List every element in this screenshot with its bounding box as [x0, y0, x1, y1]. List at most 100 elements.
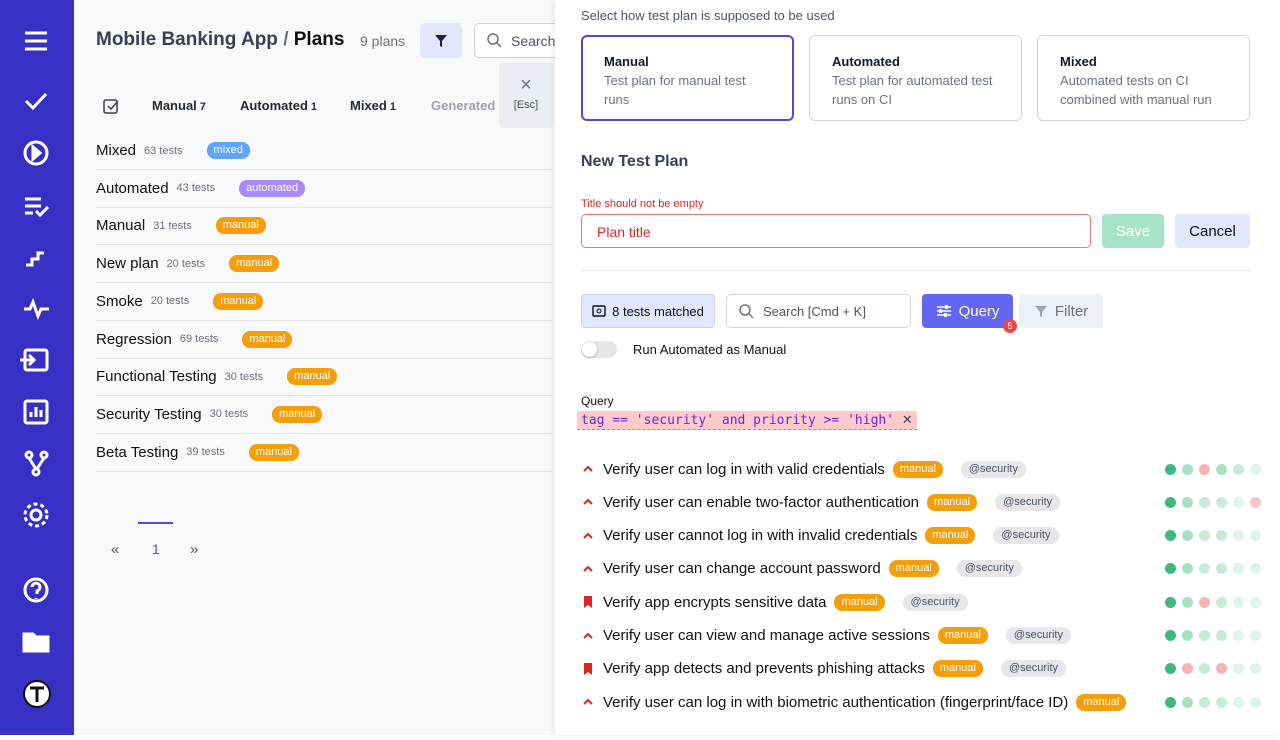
history-dot — [1216, 596, 1227, 608]
test-row[interactable]: Verify app detects and prevents phishing… — [581, 654, 1261, 684]
next-page[interactable]: » — [190, 541, 199, 558]
query-expression[interactable]: tag == 'security' and priority >= 'high'… — [577, 411, 917, 430]
filter-button[interactable]: Filter — [1019, 294, 1103, 328]
test-row[interactable]: Verify user can enable two-factor authen… — [581, 487, 1261, 517]
history-dot — [1199, 696, 1210, 708]
current-page[interactable]: 1 — [152, 541, 160, 557]
test-search[interactable]: Search [Cmd + K] — [726, 294, 911, 328]
test-count: 30 tests — [224, 370, 264, 383]
history-dot — [1216, 663, 1227, 675]
usage-card[interactable]: Manual Test plan for manual test runs — [581, 35, 794, 121]
history-dot — [1216, 463, 1227, 475]
plan-tag: mixed — [206, 142, 250, 159]
tab-count: 7 — [199, 101, 206, 113]
filter-button[interactable] — [420, 23, 462, 58]
history-dot — [1165, 696, 1176, 708]
plan-tag: automated — [239, 179, 306, 197]
test-count: 63 tests — [144, 144, 183, 157]
label-tag: @security — [1000, 660, 1067, 678]
plan-row[interactable]: Beta Testing 39 tests manual — [96, 434, 552, 472]
tab[interactable]: Mixed 1 — [350, 98, 396, 113]
close-button[interactable]: × [Esc] — [499, 62, 553, 128]
history-dot — [1199, 663, 1210, 675]
search-box[interactable]: Search — [474, 23, 555, 58]
history-dot — [1250, 530, 1261, 542]
history-dot — [1250, 596, 1261, 608]
test-row[interactable]: Verify user cannot log in with invalid c… — [581, 521, 1261, 551]
history-dot — [1250, 663, 1261, 675]
save-button[interactable]: Save — [1102, 214, 1164, 248]
test-count: 31 tests — [153, 219, 192, 232]
project-link[interactable]: Mobile Banking App — [96, 29, 278, 50]
history-dot — [1250, 630, 1261, 641]
usage-card[interactable]: Mixed Automated tests on CI combined with… — [1037, 35, 1250, 121]
filter-icon — [1034, 306, 1047, 317]
plan-row[interactable]: New plan 20 tests manual — [96, 245, 552, 284]
prev-page[interactable]: « — [111, 541, 120, 558]
test-title: Verify app detects and prevents phishing… — [603, 660, 925, 678]
plan-row[interactable]: Manual 31 tests manual — [96, 207, 552, 246]
type-tag: manual — [927, 493, 978, 511]
test-title: Verify user can change account password — [603, 560, 881, 578]
plan-row[interactable]: Smoke 20 tests manual — [96, 283, 552, 321]
tab-count: 1 — [389, 101, 396, 113]
tab[interactable]: Automated 1 — [240, 98, 317, 113]
priority-icon — [583, 498, 593, 506]
clear-query[interactable]: ✕ — [901, 413, 913, 428]
tab[interactable]: Manual 7 — [152, 98, 206, 113]
usage-card[interactable]: Automated Test plan for automated test ru… — [809, 35, 1022, 121]
history-dot — [1233, 663, 1244, 675]
usage-prompt: Select how test plan is supposed to be u… — [581, 8, 835, 23]
history-dot — [1233, 563, 1244, 575]
test-row[interactable]: Verify user can view and manage active s… — [581, 621, 1261, 651]
test-row[interactable]: Verify user can log in with valid creden… — [581, 454, 1261, 484]
history-dot — [1182, 563, 1193, 575]
select-icon[interactable] — [102, 97, 120, 115]
plan-row[interactable]: Security Testing 30 tests manual — [96, 396, 552, 434]
cancel-button[interactable]: Cancel — [1175, 214, 1250, 248]
plan-tag: manual — [242, 330, 293, 348]
plan-row[interactable]: Regression 69 tests manual — [96, 321, 552, 359]
query-button[interactable]: Query — [922, 294, 1013, 328]
toggle[interactable] — [581, 341, 617, 358]
test-title: Verify user can log in with biometric au… — [603, 693, 1069, 711]
plan-name: Manual — [96, 217, 146, 235]
card-description: Automated tests on CI combined with manu… — [1060, 73, 1212, 107]
history-dot — [1233, 630, 1244, 641]
plan-name: Beta Testing — [96, 443, 179, 461]
title-input[interactable]: Plan title — [581, 214, 1091, 248]
history-dot — [1165, 563, 1176, 575]
label-tag: @security — [1005, 627, 1071, 644]
matched-button[interactable]: 8 tests matched — [581, 294, 715, 328]
test-row[interactable]: Verify user can log in with biometric au… — [581, 687, 1261, 717]
history-dot — [1182, 630, 1193, 641]
history-dot — [1250, 496, 1261, 508]
history-dot — [1182, 530, 1193, 542]
test-row[interactable]: Verify user can change account password m… — [581, 554, 1261, 584]
query-badge: 5 — [1003, 319, 1017, 333]
tab[interactable]: Generated — [431, 98, 495, 113]
history-dot — [1233, 696, 1244, 708]
test-title: Verify user cannot log in with invalid c… — [603, 527, 918, 545]
plan-row[interactable]: Mixed 63 tests mixed — [96, 132, 552, 170]
plan-name: Functional Testing — [96, 368, 217, 386]
history-dot — [1182, 696, 1193, 708]
test-title: Verify user can enable two-factor authen… — [603, 493, 920, 511]
history-dot — [1233, 463, 1244, 475]
type-tag: manual — [834, 593, 885, 611]
test-row[interactable]: Verify app encrypts sensitive data manual… — [581, 587, 1261, 617]
history-dot — [1216, 630, 1227, 641]
plan-row[interactable]: Functional Testing 30 tests manual — [96, 358, 552, 397]
label-tag: @security — [995, 493, 1061, 511]
plan-row[interactable]: Automated 43 tests automated — [96, 170, 552, 208]
label-tag: @security — [960, 460, 1026, 478]
card-description: Test plan for manual test runs — [604, 73, 746, 107]
test-count: 43 tests — [176, 182, 216, 195]
type-tag: manual — [925, 527, 976, 545]
query-icon — [936, 305, 951, 317]
close-hint: [Esc] — [513, 99, 539, 111]
tab-label: Manual — [152, 98, 197, 113]
history-dot — [1199, 596, 1210, 608]
history-dot — [1165, 663, 1176, 675]
breadcrumb: Mobile Banking App / Plans — [96, 29, 344, 51]
